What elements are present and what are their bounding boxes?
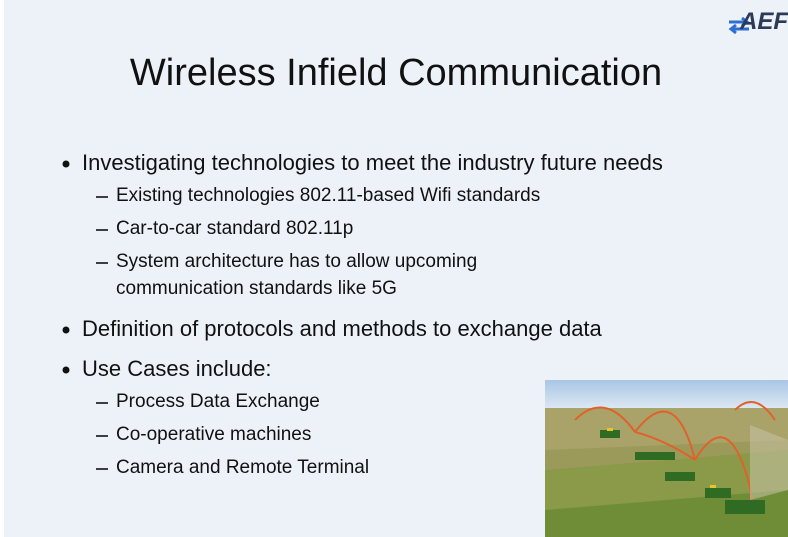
sub-bullet-text: Existing technologies 802.11-based Wifi …: [116, 182, 586, 209]
bullet-text: Investigating technologies to meet the i…: [82, 146, 722, 180]
sub-dash: [95, 401, 109, 405]
bullet-dot: [62, 366, 70, 374]
slide-title: Wireless Infield Communication: [4, 52, 788, 95]
sub-dash: [95, 434, 109, 438]
sub-bullet-text: Car-to-car standard 802.11p: [116, 215, 586, 242]
sub-dash: [95, 228, 109, 232]
sub-bullet-text: Co-operative machines: [116, 421, 536, 448]
field-photo: [545, 380, 788, 537]
bullet-text: Definition of protocols and methods to e…: [82, 312, 722, 346]
bullet-dot: [62, 326, 70, 334]
slide: AEF Wireless Infield Communication Inves…: [4, 0, 788, 537]
sub-bullet-text: Camera and Remote Terminal: [116, 454, 536, 481]
sub-dash: [95, 195, 109, 199]
sub-bullet-text: Process Data Exchange: [116, 388, 536, 415]
bullet-dot: [62, 160, 70, 168]
sub-dash: [95, 467, 109, 471]
sub-bullet-text: System architecture has to allow upcomin…: [116, 248, 586, 302]
logo-text: AEF: [740, 8, 788, 36]
sub-dash: [95, 261, 109, 265]
